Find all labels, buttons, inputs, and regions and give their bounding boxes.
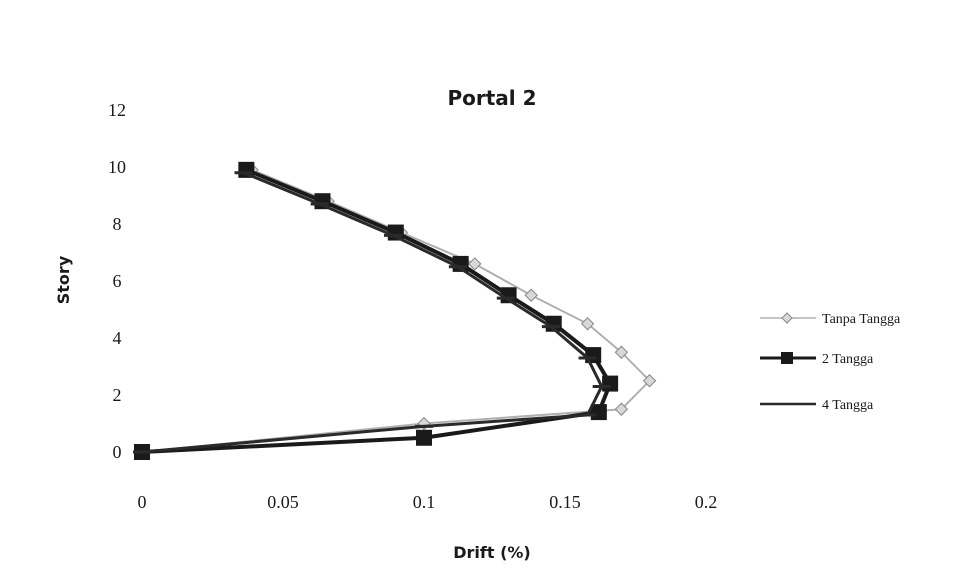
- series-group: [133, 171, 611, 454]
- legend: Tanpa Tangga 2 Tangga 4 Tangga: [760, 312, 901, 413]
- legend-marker: [781, 312, 793, 324]
- y-tick-label: 2: [113, 385, 122, 405]
- data-point: [416, 429, 432, 446]
- y-tick-label: 6: [113, 271, 122, 291]
- legend-label: 4 Tangga: [822, 398, 874, 413]
- data-point: [614, 345, 629, 359]
- data-point: [642, 374, 657, 388]
- series-line: [141, 168, 651, 453]
- y-tick-label: 10: [108, 157, 126, 177]
- legend-marker: [781, 352, 793, 364]
- x-tick-label: 0.15: [549, 492, 581, 512]
- legend-item: 2 Tangga: [760, 352, 874, 367]
- data-point: [468, 257, 482, 271]
- y-axis: 0 2 4 6 8 10 12: [108, 100, 126, 462]
- plot-area: [133, 161, 657, 460]
- x-axis: 0 0.05 0.1 0.15 0.2: [138, 492, 718, 512]
- y-axis-title: Story: [54, 255, 73, 304]
- data-point: [524, 288, 538, 302]
- x-axis-title: Drift (%): [453, 543, 531, 562]
- series-line: [141, 168, 613, 454]
- x-tick-label: 0: [138, 492, 147, 512]
- x-tick-label: 0.1: [413, 492, 436, 512]
- legend-label: 2 Tangga: [822, 352, 874, 367]
- data-point: [602, 375, 619, 392]
- data-point: [580, 317, 595, 331]
- y-tick-label: 4: [113, 328, 122, 348]
- y-tick-label: 12: [108, 100, 126, 120]
- x-tick-label: 0.2: [695, 492, 718, 512]
- legend-label: Tanpa Tangga: [822, 312, 901, 327]
- legend-item: Tanpa Tangga: [760, 312, 901, 327]
- y-tick-label: 0: [113, 442, 122, 462]
- chart-title: Portal 2: [447, 86, 536, 110]
- data-point: [614, 402, 629, 416]
- y-tick-label: 8: [113, 214, 122, 234]
- x-tick-label: 0.05: [267, 492, 299, 512]
- legend-item: 4 Tangga: [760, 398, 874, 413]
